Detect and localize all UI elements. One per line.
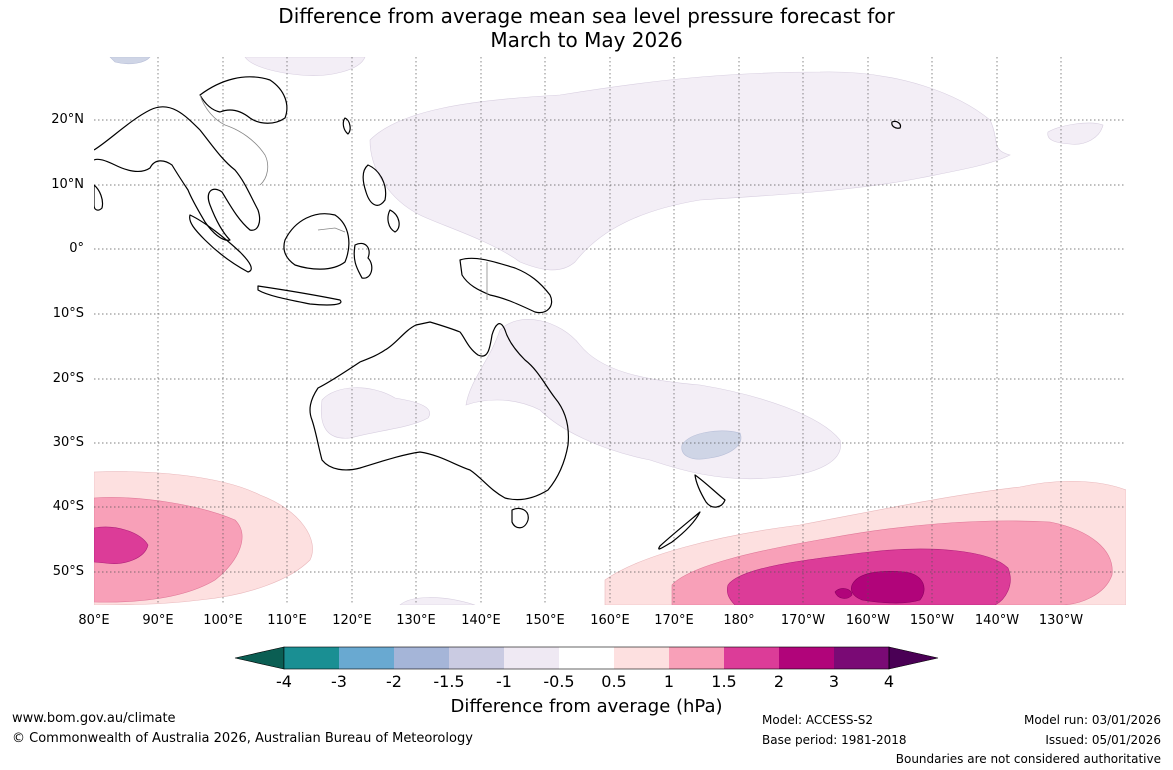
- coastline-australia: [309, 321, 570, 501]
- colorbar-tick-7: 0.5: [601, 672, 627, 691]
- copyright-notice: © Commonwealth of Australia 2026, Austra…: [12, 731, 473, 746]
- colorbar-bin-2: [339, 647, 394, 669]
- colorbar-tick-3: -2: [386, 672, 402, 691]
- lon-label-90e: 90°E: [142, 613, 174, 628]
- lon-label-130e: 130°E: [396, 613, 436, 628]
- lon-label-150w: 150°W: [909, 613, 955, 628]
- anomaly-region-se-2: [834, 571, 925, 604]
- model-name: Model: ACCESS-S2: [762, 713, 874, 727]
- colorbar-bin-6: [559, 647, 614, 669]
- coastline-new-zealand-north: [694, 474, 726, 508]
- colorbar-tick-4: -1.5: [433, 672, 465, 691]
- colorbar-tick-6: -0.5: [543, 672, 575, 691]
- title-line-2: March to May 2026: [490, 28, 683, 52]
- lon-label-170w: 170°W: [780, 613, 826, 628]
- colorbar-bin-9: [724, 647, 779, 669]
- colorbar-bin-5: [504, 647, 559, 669]
- coastline-new-zealand-south: [658, 511, 701, 550]
- lon-label-140e: 140°E: [461, 613, 501, 628]
- lat-label-30s: 30°S: [52, 435, 84, 450]
- anomaly-region-australia-west: [320, 387, 430, 439]
- lat-label-40s: 40°S: [52, 499, 84, 514]
- lon-label-140w: 140°W: [974, 613, 1020, 628]
- colorbar-bin-11: [834, 647, 889, 669]
- anomaly-region-pacific-north: [369, 71, 1011, 271]
- lon-label-120e: 120°E: [332, 613, 372, 628]
- coastline-sri-lanka: [94, 184, 104, 211]
- colorbar-bin-7: [614, 647, 669, 669]
- gridlines: [94, 57, 1126, 605]
- colorbar-tick-12: 4: [883, 672, 895, 691]
- colorbar-bin-3: [394, 647, 449, 669]
- coastline-taiwan: [342, 117, 351, 135]
- issued-date: Issued: 05/01/2026: [1045, 733, 1161, 747]
- coastline-tasmania: [511, 507, 529, 529]
- coastline-philippines: [362, 164, 400, 233]
- colorbar-tick-2: -3: [331, 672, 347, 691]
- anomaly-region-asia: [109, 57, 151, 65]
- anomaly-region-sw-15: [94, 526, 149, 564]
- colorbar-tick-5: -1: [496, 672, 512, 691]
- colorbar-bin-8: [669, 647, 724, 669]
- coastline-sulawesi: [353, 242, 373, 279]
- lat-label-20n: 20°N: [51, 112, 84, 127]
- lon-label-150e: 150°E: [525, 613, 565, 628]
- coastline-new-guinea: [459, 257, 553, 314]
- anomaly-region-pacific-south: [465, 319, 841, 480]
- lon-label-110e: 110°E: [267, 613, 307, 628]
- coastlines: [94, 76, 902, 550]
- colorbar-bin-4: [449, 647, 504, 669]
- lat-label-20s: 20°S: [52, 371, 84, 386]
- anomaly-region-bottom: [399, 597, 476, 605]
- colorbar-extend-high: [888, 646, 939, 670]
- anomaly-region-sw-1: [94, 497, 243, 603]
- lon-label-100e: 100°E: [203, 613, 243, 628]
- lat-label-10s: 10°S: [52, 306, 84, 321]
- boundaries-disclaimer: Boundaries are not considered authoritat…: [895, 752, 1161, 766]
- lon-label-180: 180°: [723, 613, 755, 628]
- colorbar-title: Difference from average (hPa): [450, 696, 723, 717]
- coastline-borneo: [283, 213, 350, 270]
- colorbar-extend-low: [234, 646, 285, 670]
- lat-label-10n: 10°N: [51, 177, 84, 192]
- coastline-asia: [94, 106, 261, 241]
- colorbar-bin-10: [779, 647, 834, 669]
- colorbar-tick-1: -4: [276, 672, 292, 691]
- colorbar-tick-10: 2: [773, 672, 785, 691]
- coastline-hawaii: [891, 120, 902, 129]
- lon-label-130w: 130°W: [1038, 613, 1084, 628]
- chart-title: Difference from average mean sea level p…: [0, 4, 1173, 52]
- anomaly-region-tasman: [681, 430, 742, 460]
- country-borders: [199, 94, 488, 300]
- lat-label-50s: 50°S: [52, 564, 84, 579]
- coastline-java: [257, 285, 342, 306]
- anomaly-contours: [94, 57, 1126, 605]
- colorbar-tick-8: 1: [663, 672, 675, 691]
- colorbar: [234, 646, 939, 670]
- colorbar-tick-9: 1.5: [711, 672, 737, 691]
- lat-label-0: 0°: [69, 241, 84, 256]
- title-line-1: Difference from average mean sea level p…: [278, 4, 895, 28]
- coastline-china: [199, 76, 288, 124]
- lon-label-170e: 170°E: [654, 613, 694, 628]
- colorbar-bin-1: [284, 647, 339, 669]
- lon-label-80e: 80°E: [78, 613, 110, 628]
- lon-label-160w: 160°W: [845, 613, 891, 628]
- base-period: Base period: 1981-2018: [762, 733, 907, 747]
- colorbar-tick-11: 3: [828, 672, 840, 691]
- website-link[interactable]: www.bom.gov.au/climate: [12, 711, 176, 726]
- anomaly-region-northeast: [1047, 122, 1104, 145]
- model-run-date: Model run: 03/01/2026: [1023, 713, 1161, 727]
- colorbar-outline: [283, 646, 890, 670]
- lon-label-160e: 160°E: [590, 613, 630, 628]
- anomaly-region-top: [244, 57, 366, 76]
